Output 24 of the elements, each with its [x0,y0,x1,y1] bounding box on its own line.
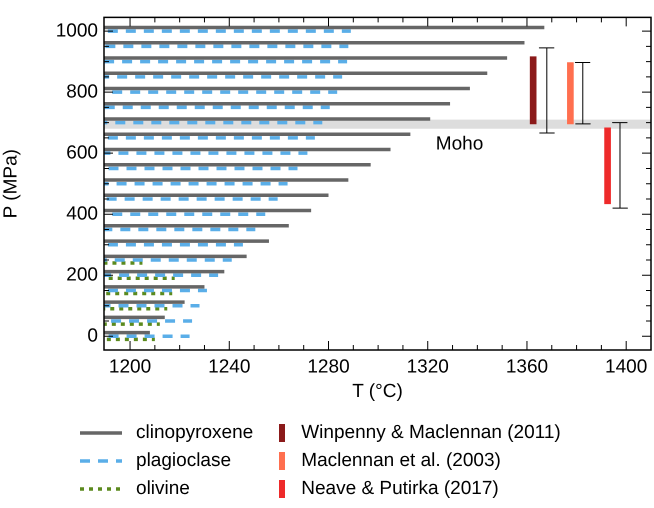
y-tick-label: 200 [66,264,98,286]
legend-label: Winpenny & Maclennan (2011) [301,422,561,444]
y-tick-label: 600 [66,142,98,164]
y-tick-label: 400 [66,203,98,224]
y-tick-label: 1000 [56,20,98,42]
legend-label: clinopyroxene [136,422,254,444]
y-tick-label: 800 [66,81,98,102]
bar [530,56,536,124]
x-tick-label: 1200 [108,356,152,378]
bar [604,128,611,204]
legend-label: Neave & Putirka (2017) [301,478,499,500]
x-tick-label: 1400 [605,356,648,378]
x-tick-label: 1360 [506,356,548,378]
bar [567,62,574,124]
legend-label: Maclennan et al. (2003) [301,450,501,472]
y-tick-label: 0 [87,326,98,347]
y-axis-title: P (MPa) [0,149,22,218]
band-label: Moho [436,134,484,155]
x-tick-label: 1240 [208,356,250,378]
x-tick-label: 1280 [307,356,350,378]
x-axis-title: T (°C) [352,380,403,402]
legend-label: plagioclase [136,450,232,472]
legend-label: olivine [136,478,190,500]
x-tick-label: 1320 [406,356,449,378]
